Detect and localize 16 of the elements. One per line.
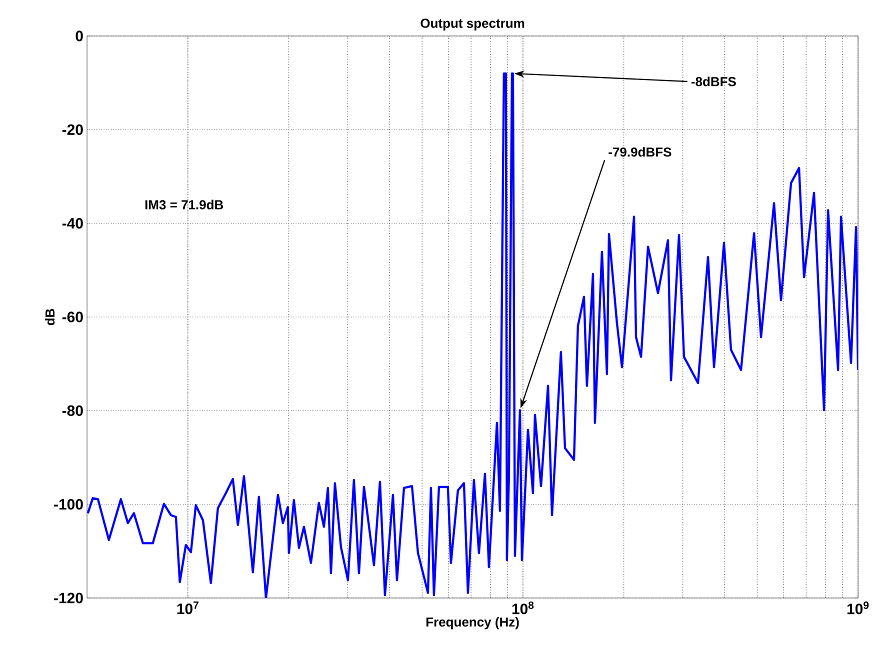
annotation: -79.9dBFS	[608, 147, 672, 157]
annotation: -8dBFS	[691, 76, 736, 86]
y-axis-title: dB	[45, 308, 55, 326]
y-tick-label: -40	[62, 218, 83, 229]
x-axis-title: Frequency (Hz)	[426, 617, 519, 630]
chart-title: Output spectrum	[420, 18, 524, 30]
annotation: IM3 = 71.9dB	[145, 200, 224, 210]
y-tick-label: 0	[76, 30, 83, 42]
x-tick-label: 10$^{8}$	[512, 602, 534, 614]
x-tick-label: 10$^{7}$	[177, 602, 198, 614]
y-tick-label: -60	[62, 312, 83, 322]
y-tick-label: -80	[62, 405, 83, 416]
y-tick-label: -100	[54, 499, 83, 510]
y-tick-label: -20	[62, 124, 83, 135]
y-tick-label: -120	[54, 592, 83, 604]
x-tick-label: 10$^{9}$	[847, 602, 869, 614]
